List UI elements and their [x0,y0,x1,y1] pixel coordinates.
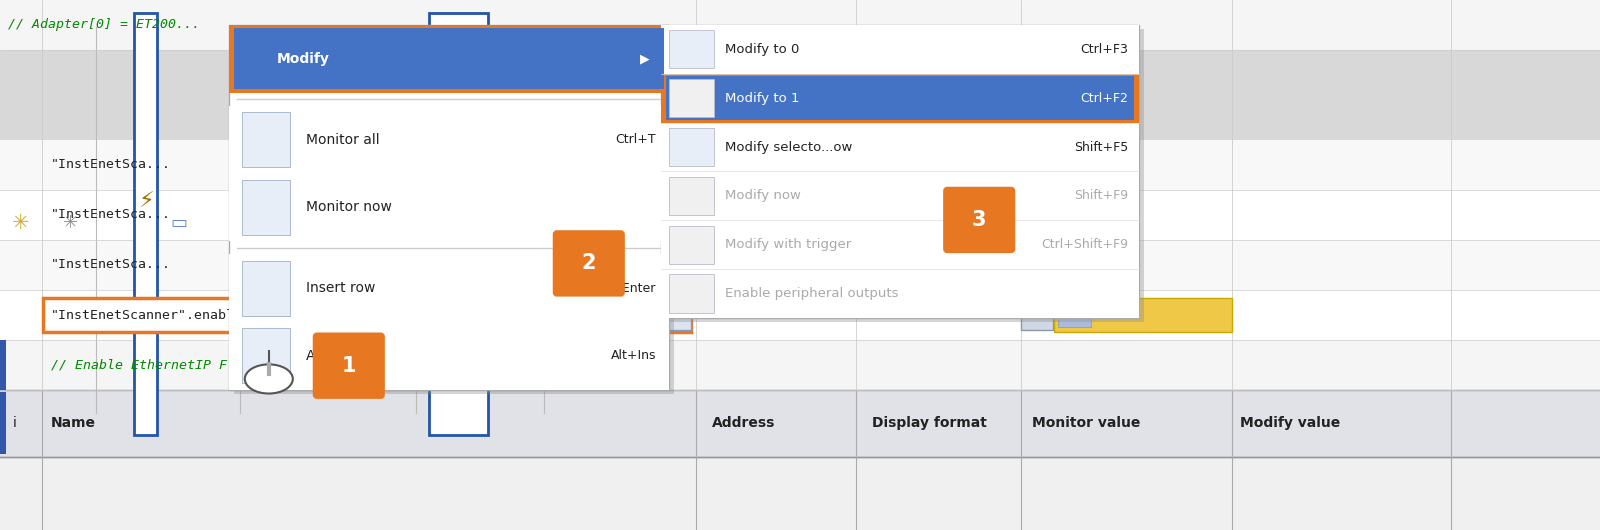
Text: Shift+F9: Shift+F9 [1074,189,1128,202]
Text: "InstEnetSca...: "InstEnetSca... [51,259,171,271]
Bar [0,390,1600,457]
Bar [669,177,714,215]
Bar [234,29,674,394]
Ellipse shape [245,365,293,393]
Text: Monitor value: Monitor value [1032,416,1141,430]
Text: // Enable EthernetIP F: // Enable EthernetIP F [51,358,227,372]
Text: Ctrl+Shift+F9: Ctrl+Shift+F9 [1042,238,1128,251]
Bar [0,340,1600,390]
Text: Modify to 0: Modify to 0 [725,43,798,56]
Bar [242,180,290,235]
Bar [669,79,714,117]
Text: Ctrl+F3: Ctrl+F3 [1080,43,1128,56]
Text: Ctrl+F2: Ctrl+F2 [1080,92,1128,105]
Bar [234,28,664,90]
Bar [669,30,714,68]
Text: FALSE: FALSE [1096,308,1136,322]
FancyBboxPatch shape [554,231,624,296]
Text: Display format: Display format [872,416,987,430]
Bar [229,25,669,93]
Bar [0,290,1600,340]
Text: Modify selecto...ow: Modify selecto...ow [725,140,853,154]
Bar [1054,298,1232,332]
Text: Insert row: Insert row [306,281,374,295]
Bar [661,220,1139,269]
Bar [0,140,1600,190]
Bar [661,122,1139,172]
Text: Monitor now: Monitor now [306,200,392,214]
Text: Monitor all: Monitor all [306,132,379,147]
Bar [669,128,714,166]
Text: Modify value: Modify value [1240,416,1341,430]
Bar [1021,301,1053,330]
Bar [242,328,290,383]
Text: 3: 3 [971,210,987,230]
Bar [661,172,1139,220]
Text: Modify now: Modify now [725,189,800,202]
FancyBboxPatch shape [314,333,384,398]
Text: i: i [13,416,16,430]
Bar [0,340,6,390]
Bar [134,13,157,435]
Text: Modify to 1: Modify to 1 [725,92,800,105]
Text: // Adapter[0] = ET200...: // Adapter[0] = ET200... [8,19,200,31]
Text: Add row: Add row [306,349,362,363]
Bar [0,0,1600,50]
Text: oo: oo [470,214,490,232]
Text: Address: Address [712,416,776,430]
Text: Ctrl+T: Ctrl+T [616,133,656,146]
Bar [661,269,1139,318]
Text: ▶: ▶ [640,52,650,65]
Bar [229,322,669,390]
Text: Shift+F5: Shift+F5 [1074,140,1128,154]
Text: oo: oo [499,214,518,232]
Bar [242,112,290,167]
Text: Name: Name [51,416,96,430]
Bar [1058,303,1091,327]
Text: "InstEnetSca...: "InstEnetSca... [51,208,171,222]
Text: 1: 1 [341,356,357,376]
FancyBboxPatch shape [944,188,1014,252]
Bar [669,226,714,264]
Bar [429,13,488,435]
Text: ✳: ✳ [13,213,29,233]
Bar [666,29,1144,322]
Bar [656,301,691,330]
Bar [0,240,1600,290]
Text: ▶: ▶ [438,178,451,193]
Text: ✳: ✳ [62,214,78,232]
Text: Modify with trigger: Modify with trigger [725,238,851,251]
Text: Enable peripheral outputs: Enable peripheral outputs [725,287,898,300]
Text: 2: 2 [581,253,597,273]
Bar [229,106,669,173]
Text: ≡: ≡ [669,308,678,322]
Text: ⚡: ⚡ [250,214,262,232]
Text: Modify: Modify [277,52,330,66]
Bar [661,25,1139,74]
Text: ⚡: ⚡ [352,214,365,232]
Bar [0,190,1600,240]
Text: ▭: ▭ [171,214,187,232]
Bar [669,275,714,313]
Bar [0,0,1600,457]
Text: Alt+Ins: Alt+Ins [611,349,656,362]
Text: ⚡: ⚡ [138,191,154,211]
Bar [229,254,669,322]
Text: Bool: Bool [763,308,795,322]
Text: "InstEnetSca...: "InstEnetSca... [51,158,171,171]
Text: ▼: ▼ [1034,310,1040,320]
Bar [661,25,1139,318]
Text: Block: Block [384,358,424,372]
Text: "InstEnetScanner".enable: "InstEnetScanner".enable [51,308,243,322]
Text: ⚡: ⚡ [302,214,315,232]
Text: Ctrl+Enter: Ctrl+Enter [590,281,656,295]
Bar [242,261,290,315]
Bar [43,298,691,332]
Bar [666,76,1134,120]
Bar [661,74,1139,122]
Bar [229,173,669,241]
Bar [229,25,669,390]
Bar [0,392,6,454]
